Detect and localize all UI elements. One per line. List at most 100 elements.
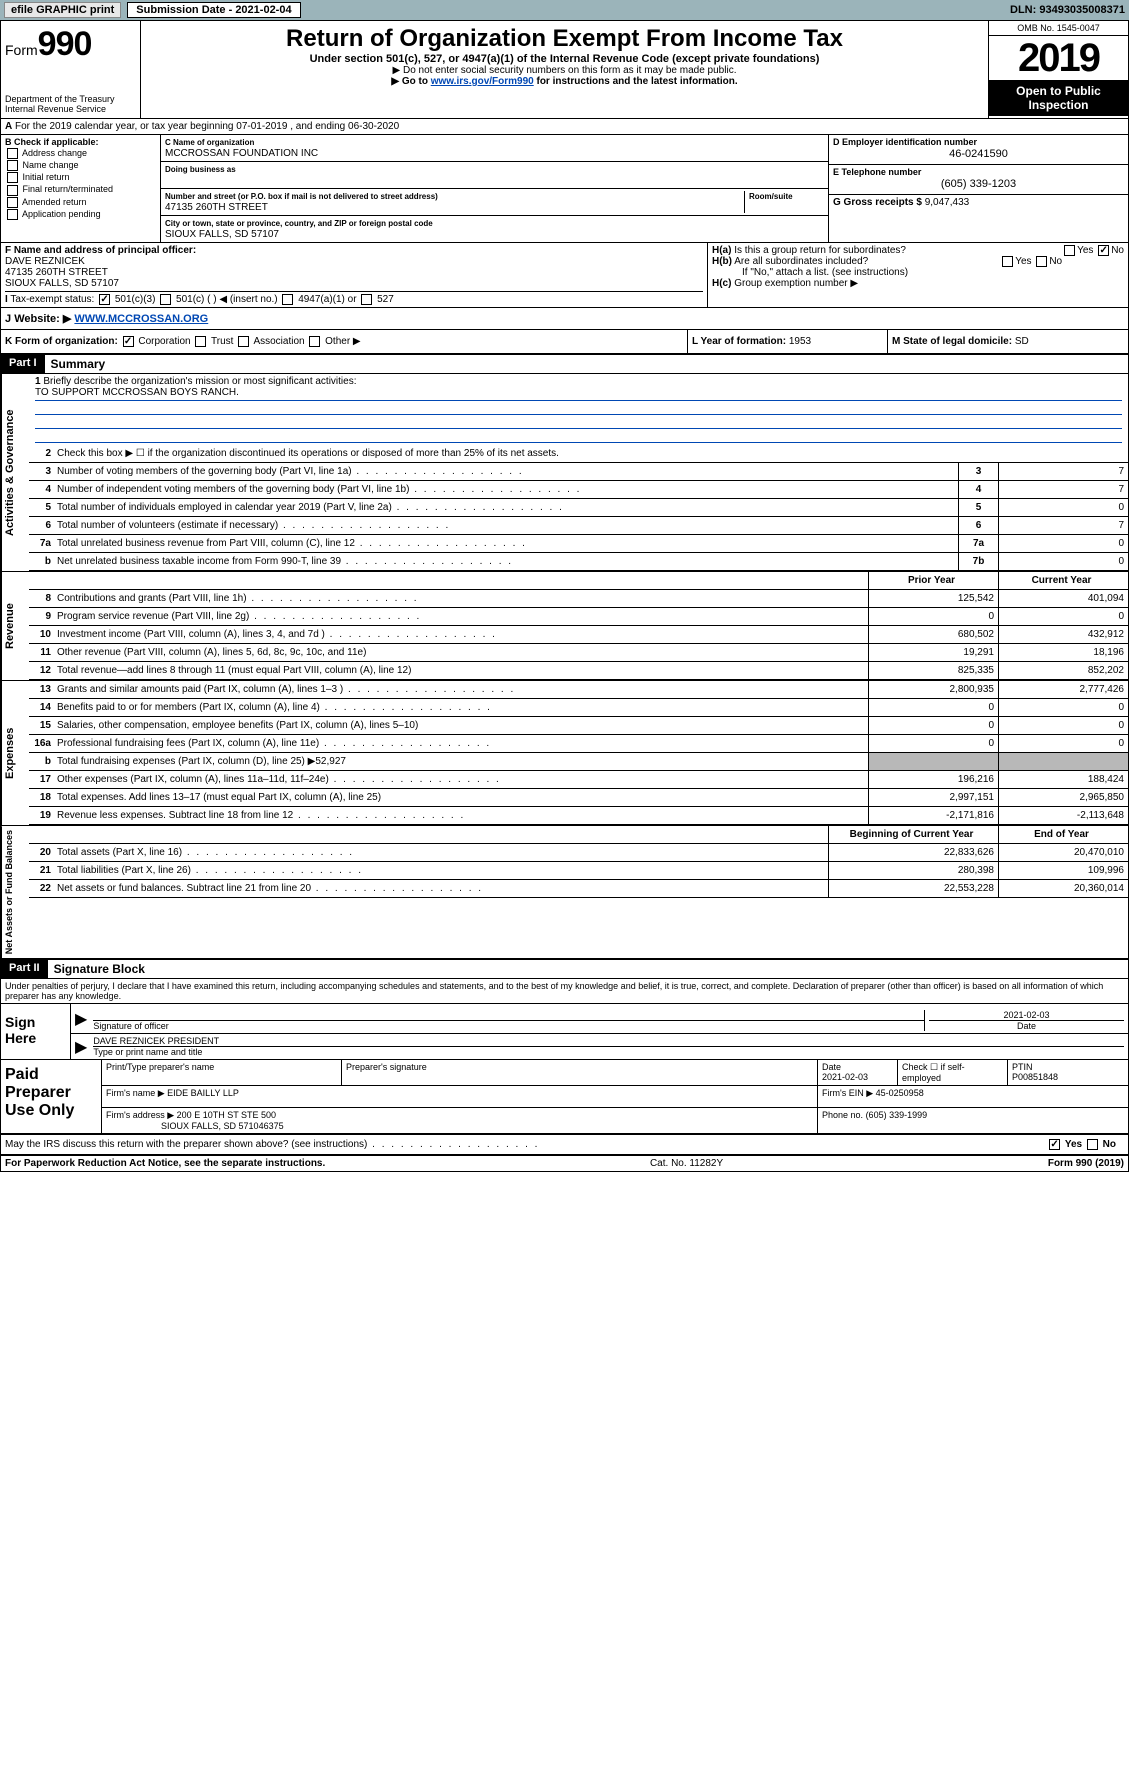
val-l21c: 109,996 (998, 862, 1128, 879)
chk-501c[interactable] (160, 294, 171, 305)
val-l6: 7 (998, 517, 1128, 534)
val-l15p: 0 (868, 717, 998, 734)
chk-name-change[interactable]: Name change (5, 160, 156, 171)
chk-ha-yes[interactable] (1064, 245, 1075, 256)
val-l10c: 432,912 (998, 626, 1128, 643)
val-l3: 7 (998, 463, 1128, 480)
chk-initial-return[interactable]: Initial return (5, 172, 156, 183)
ptin: P00851848 (1012, 1072, 1058, 1082)
footer: For Paperwork Reduction Act Notice, see … (1, 1156, 1128, 1171)
open-public: Open to Public Inspection (989, 80, 1128, 116)
chk-final-return[interactable]: Final return/terminated (5, 184, 156, 195)
row-j-website: J Website: ▶ WWW.MCCROSSAN.ORG (1, 308, 1128, 330)
val-l13p: 2,800,935 (868, 681, 998, 698)
val-l22p: 22,553,228 (828, 880, 998, 897)
val-l21p: 280,398 (828, 862, 998, 879)
chk-501c3[interactable] (99, 294, 110, 305)
box-b: B Check if applicable: Address change Na… (1, 135, 161, 242)
chk-4947[interactable] (282, 294, 293, 305)
chk-assoc[interactable] (238, 336, 249, 347)
perjury-statement: Under penalties of perjury, I declare th… (1, 979, 1128, 1004)
org-city: SIOUX FALLS, SD 57107 (165, 229, 279, 240)
chk-amended[interactable]: Amended return (5, 197, 156, 208)
val-l7b: 0 (998, 553, 1128, 570)
form-label: Form (5, 42, 38, 58)
box-d-ein: D Employer identification number46-02415… (829, 135, 1128, 165)
chk-hb-no[interactable] (1036, 256, 1047, 267)
box-h: H(a) Is this a group return for subordin… (708, 243, 1128, 307)
efile-btn[interactable]: efile GRAPHIC print (4, 2, 121, 18)
val-l11c: 18,196 (998, 644, 1128, 661)
val-l17p: 196,216 (868, 771, 998, 788)
chk-hb-yes[interactable] (1002, 256, 1013, 267)
sig-date: 2021-02-03 (1003, 1010, 1049, 1020)
firm-addr1: 200 E 10TH ST STE 500 (177, 1110, 276, 1120)
officer-name: DAVE REZNICEK PRESIDENT (93, 1036, 219, 1046)
submission-date: Submission Date - 2021-02-04 (127, 2, 300, 18)
firm-addr2: SIOUX FALLS, SD 571046375 (161, 1121, 284, 1131)
form-title: Return of Organization Exempt From Incom… (145, 25, 984, 53)
org-name: MCCROSSAN FOUNDATION INC (165, 148, 318, 159)
val-l16b: 52,927 (315, 756, 346, 767)
box-f-officer: F Name and address of principal officer:… (1, 243, 708, 307)
val-l9p: 0 (868, 608, 998, 625)
part2-header: Part II (1, 960, 48, 978)
chk-discuss-yes[interactable] (1049, 1139, 1060, 1150)
part1-header: Part I (1, 355, 45, 373)
val-l8c: 401,094 (998, 590, 1128, 607)
val-l4: 7 (998, 481, 1128, 498)
chk-app-pending[interactable]: Application pending (5, 209, 156, 220)
chk-corp[interactable] (123, 336, 134, 347)
box-c: C Name of organizationMCCROSSAN FOUNDATI… (161, 135, 828, 242)
row-a-tax-year: A For the 2019 calendar year, or tax yea… (1, 119, 1128, 135)
val-l7a: 0 (998, 535, 1128, 552)
row-l-year: L Year of formation: 1953 (688, 330, 888, 353)
val-l20p: 22,833,626 (828, 844, 998, 861)
chk-address-change[interactable]: Address change (5, 148, 156, 159)
topbar: efile GRAPHIC print Submission Date - 20… (0, 0, 1129, 20)
val-l9c: 0 (998, 608, 1128, 625)
mission-text: TO SUPPORT MCCROSSAN BOYS RANCH. (35, 387, 1122, 401)
row-k: K Form of organization: Corporation Trus… (1, 330, 688, 353)
section-governance: Activities & Governance (1, 374, 29, 571)
row-m-state: M State of legal domicile: SD (888, 330, 1128, 353)
org-address: 47135 260TH STREET (165, 202, 268, 213)
val-l5: 0 (998, 499, 1128, 516)
box-e-phone: E Telephone number(605) 339-1203 (829, 165, 1128, 195)
tax-year: 2019 (989, 36, 1128, 80)
form-header: Form990 Department of the Treasury Inter… (1, 21, 1128, 119)
box-g-receipts: G Gross receipts $ 9,047,433 (829, 195, 1128, 225)
section-revenue: Revenue (1, 572, 29, 680)
prep-date: 2021-02-03 (822, 1072, 868, 1082)
val-l14c: 0 (998, 699, 1128, 716)
val-l8p: 125,542 (868, 590, 998, 607)
firm-phone: (605) 339-1999 (866, 1110, 928, 1120)
val-l12c: 852,202 (998, 662, 1128, 679)
part1-title: Summary (45, 355, 112, 373)
irs-link[interactable]: www.irs.gov/Form990 (431, 76, 534, 87)
val-l18c: 2,965,850 (998, 789, 1128, 806)
subtitle-1: Under section 501(c), 527, or 4947(a)(1)… (145, 53, 984, 65)
chk-self-employed[interactable]: Check ☐ if self-employed (898, 1060, 1008, 1085)
chk-527[interactable] (361, 294, 372, 305)
form-990: Form990 Department of the Treasury Inter… (0, 20, 1129, 1172)
val-l15c: 0 (998, 717, 1128, 734)
subtitle-3: ▶ Go to www.irs.gov/Form990 for instruct… (145, 76, 984, 87)
paid-preparer-label: Paid Preparer Use Only (1, 1060, 101, 1133)
website-link[interactable]: WWW.MCCROSSAN.ORG (74, 313, 208, 325)
chk-ha-no[interactable] (1098, 245, 1109, 256)
part2-title: Signature Block (48, 960, 151, 978)
section-expenses: Expenses (1, 681, 29, 825)
chk-trust[interactable] (195, 336, 206, 347)
val-l13c: 2,777,426 (998, 681, 1128, 698)
val-l10p: 680,502 (868, 626, 998, 643)
dln: DLN: 93493035008371 (1010, 4, 1125, 16)
val-l16ap: 0 (868, 735, 998, 752)
subtitle-2: ▶ Do not enter social security numbers o… (145, 65, 984, 76)
chk-other[interactable] (309, 336, 320, 347)
val-l17c: 188,424 (998, 771, 1128, 788)
val-l16ac: 0 (998, 735, 1128, 752)
val-l18p: 2,997,151 (868, 789, 998, 806)
chk-discuss-no[interactable] (1087, 1139, 1098, 1150)
firm-ein: 45-0250958 (876, 1088, 924, 1098)
